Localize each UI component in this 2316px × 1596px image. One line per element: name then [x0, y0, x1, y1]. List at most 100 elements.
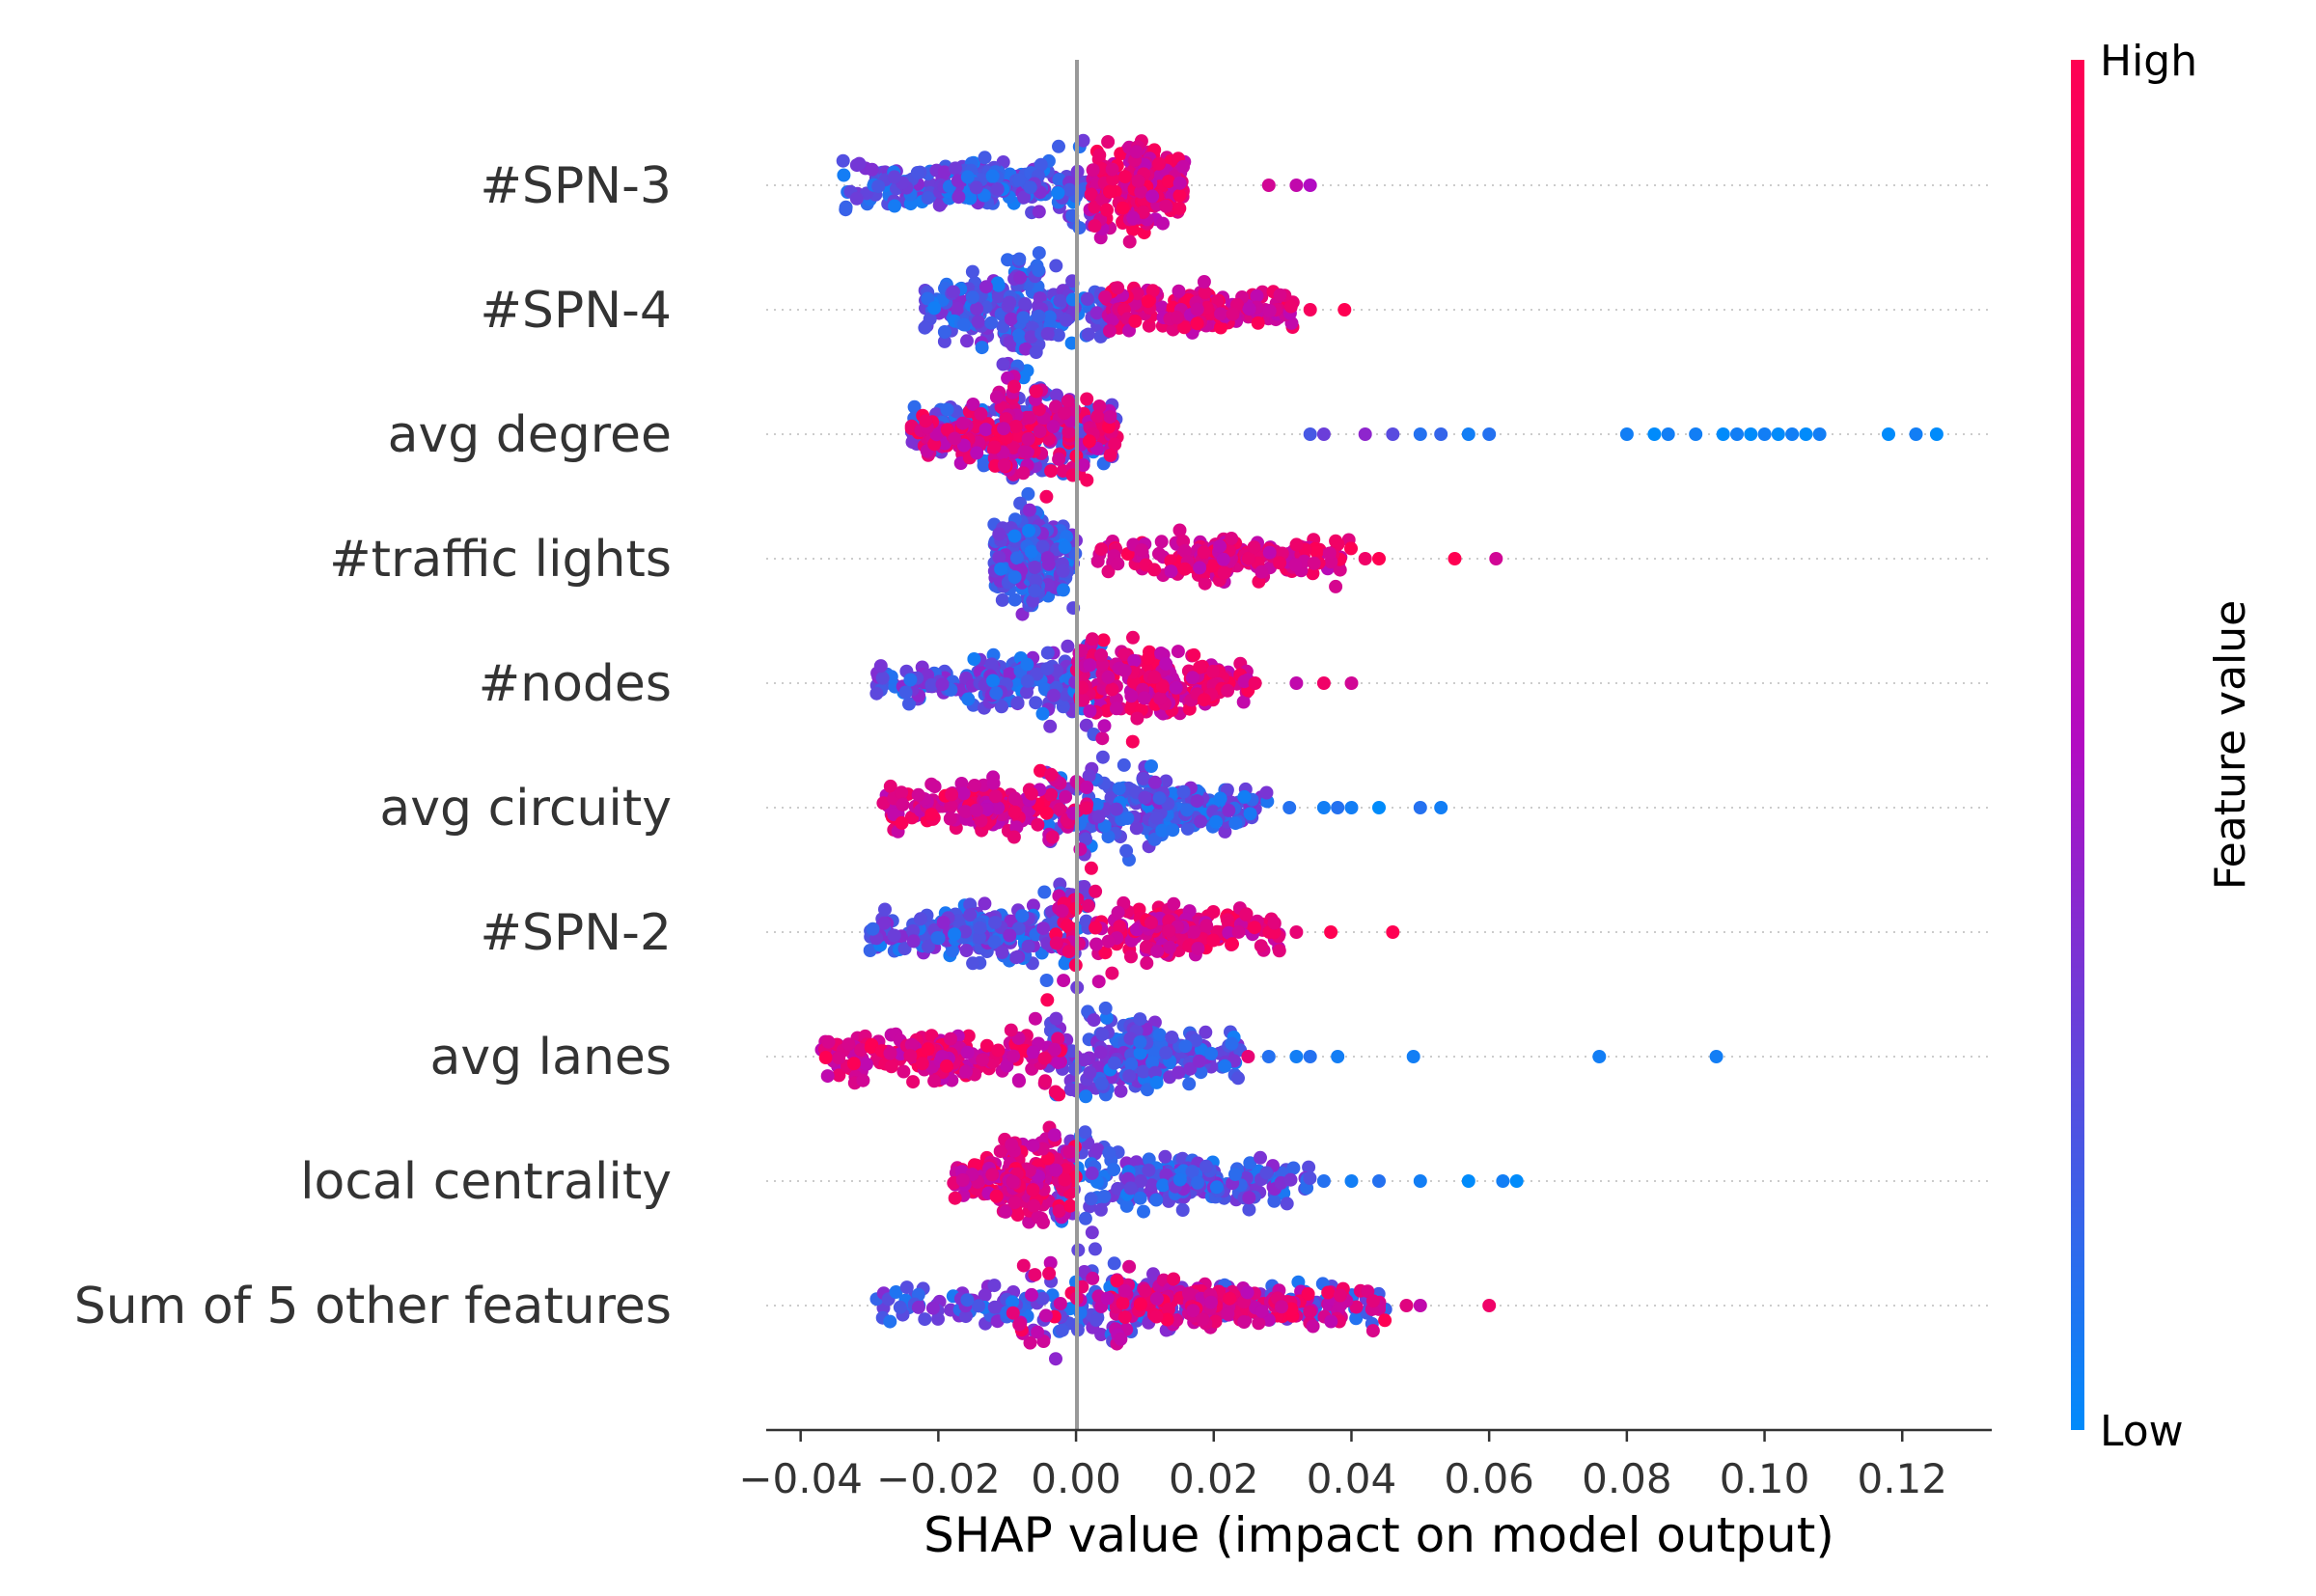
shap-point [1088, 1242, 1102, 1256]
shap-point [1004, 312, 1018, 326]
shap-point [1021, 939, 1035, 953]
shap-point [992, 527, 1006, 541]
shap-point [961, 692, 976, 706]
shap-point [883, 1046, 897, 1060]
shap-point [1275, 1300, 1288, 1314]
shap-point [1033, 425, 1047, 439]
shap-point [966, 956, 980, 971]
shap-point [1036, 1215, 1050, 1229]
shap-point [1307, 556, 1321, 570]
shap-point [1172, 284, 1186, 298]
shap-point [906, 934, 921, 949]
shap-point [1093, 1202, 1108, 1217]
shap-point [1026, 1045, 1040, 1059]
shap-point [1006, 1049, 1021, 1063]
shap-point [935, 677, 950, 692]
shap-point [1081, 327, 1095, 342]
shap-point [1130, 711, 1144, 726]
shap-point [1024, 330, 1038, 344]
shap-point [940, 402, 954, 417]
shap-point [1012, 173, 1026, 187]
shap-point [956, 317, 971, 332]
shap-point [1177, 320, 1192, 335]
shap-point [992, 550, 1006, 564]
shap-outlier-point [1730, 427, 1744, 441]
feature-label: avg degree [388, 406, 672, 464]
shap-point [1272, 944, 1286, 958]
shap-point [1150, 944, 1165, 958]
shap-point [918, 320, 932, 335]
shap-point [937, 325, 951, 339]
shap-outlier-point [1399, 1299, 1414, 1312]
colorbar: High Low Feature value [2071, 37, 2255, 1456]
shap-point [1149, 811, 1164, 825]
shap-point [1101, 135, 1116, 149]
shap-point [970, 301, 984, 316]
shap-point [871, 179, 886, 194]
shap-outlier-point [1785, 427, 1800, 441]
shap-point [841, 1037, 856, 1052]
shap-point [979, 423, 993, 437]
shap-point [1035, 706, 1050, 721]
shap-point [951, 190, 966, 205]
shap-point [1190, 794, 1204, 809]
shap-point [1101, 564, 1116, 579]
shap-point [966, 398, 980, 411]
shap-point [1273, 288, 1287, 302]
shap-point [974, 406, 988, 421]
shap-point [1083, 1065, 1097, 1080]
shap-point [1213, 791, 1227, 806]
shap-point [1051, 328, 1065, 343]
shap-point [1117, 1283, 1132, 1298]
shap-point [940, 1059, 953, 1073]
shap-outlier-point [1372, 552, 1386, 565]
shap-point [1181, 1286, 1196, 1301]
shap-point [1102, 184, 1117, 199]
shap-point [1090, 1142, 1105, 1157]
shap-point [1172, 202, 1187, 215]
shap-point [1254, 1150, 1267, 1165]
shap-point [1012, 1317, 1027, 1332]
shap-point [1010, 696, 1025, 710]
shap-point [1252, 1316, 1266, 1331]
shap-point [948, 1191, 962, 1205]
shap-point [1101, 670, 1116, 684]
shap-point [1135, 543, 1149, 558]
shap-point [994, 700, 1008, 714]
shap-point [1091, 810, 1106, 824]
shap-point [985, 169, 1000, 183]
shap-point [1344, 541, 1358, 556]
shap-point [820, 1069, 835, 1084]
shap-outlier-point [1248, 676, 1262, 690]
shap-point [987, 440, 1002, 454]
shap-point [1149, 1075, 1164, 1089]
shap-point [1016, 371, 1031, 385]
shap-outlier-point [1509, 1174, 1524, 1188]
shap-point [1094, 647, 1109, 662]
shap-point [1084, 861, 1098, 875]
shap-point [1322, 546, 1337, 561]
shap-point [948, 431, 962, 446]
feature-label: Sum of 5 other features [74, 1278, 672, 1335]
shap-point [1133, 1297, 1147, 1311]
shap-point [1102, 324, 1117, 338]
shap-point [955, 1173, 970, 1187]
shap-point [1141, 651, 1155, 666]
shap-point [1111, 557, 1125, 571]
shap-point [1221, 1307, 1235, 1321]
shap-point [1152, 1028, 1167, 1042]
shap-point [1006, 1174, 1020, 1189]
feature-label: #SPN-3 [480, 157, 672, 215]
shap-point [936, 916, 951, 929]
shap-point [1167, 1272, 1181, 1286]
shap-outlier-point [1289, 179, 1304, 192]
shap-outlier-point [1812, 427, 1827, 441]
shap-point [965, 264, 979, 279]
shap-point [1032, 246, 1046, 261]
shap-point [1016, 1258, 1031, 1273]
shap-point [1031, 817, 1045, 832]
shap-point [1169, 680, 1183, 695]
shap-point [1027, 1198, 1041, 1213]
x-axis-label: SHAP value (impact on model output) [924, 1507, 1834, 1563]
shap-point [918, 1312, 932, 1327]
